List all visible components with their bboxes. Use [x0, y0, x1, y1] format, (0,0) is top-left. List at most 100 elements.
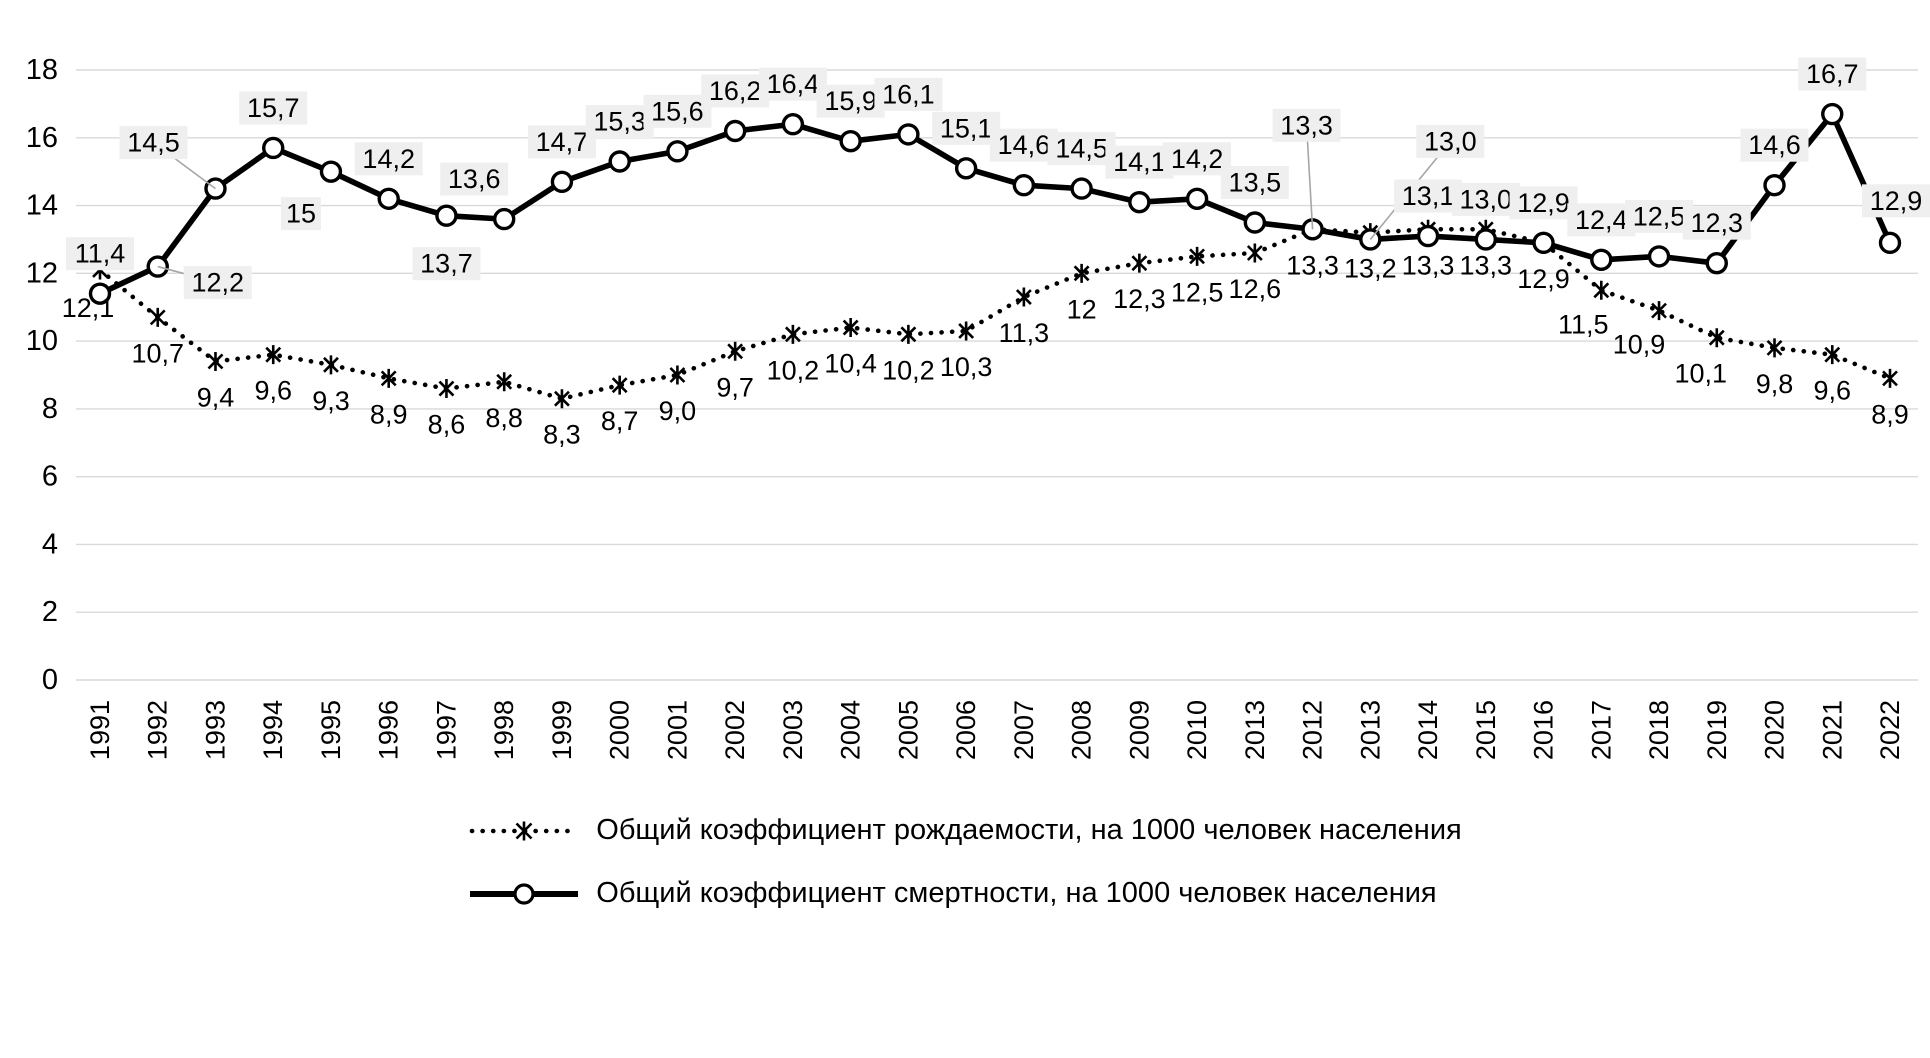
- birth-rate-data-label: 9,3: [312, 386, 350, 416]
- birth-rate-data-label: 9,8: [1756, 369, 1794, 399]
- y-tick-label: 12: [26, 257, 58, 289]
- x-tick-label: 2004: [836, 700, 866, 760]
- birth-rate-data-label: 9,6: [254, 376, 292, 406]
- birth-rate-marker: [1073, 263, 1090, 283]
- birth-rate-marker: [1766, 338, 1783, 358]
- x-tick-label: 2016: [1529, 700, 1559, 760]
- birth-rate-marker: [727, 341, 744, 361]
- birth-rate-data-label: 9,6: [1813, 376, 1851, 406]
- death-rate-data-label: 15: [286, 199, 316, 229]
- birth-rate-marker: [323, 355, 339, 375]
- death-rate-data-label: 14,2: [1171, 144, 1224, 174]
- data-label-box: [1798, 57, 1867, 91]
- x-tick-label: 2013: [1240, 700, 1270, 760]
- death-rate-data-label: 15,1: [940, 113, 993, 143]
- data-label-box: [932, 111, 1001, 145]
- x-tick-label: 2003: [778, 700, 808, 760]
- x-tick-label: 2006: [951, 700, 981, 760]
- x-tick-label: 2017: [1586, 700, 1616, 760]
- death-rate-marker: [1012, 174, 1036, 197]
- birth-rate-marker: [438, 379, 455, 399]
- death-rate-marker: [1474, 228, 1498, 251]
- death-rate-data-label: 11,4: [75, 239, 126, 269]
- x-tick-label: 1991: [85, 700, 115, 760]
- death-rate-marker: [954, 157, 978, 180]
- x-tick-label: 1994: [258, 700, 288, 760]
- birth-rate-line-sample-icon: [469, 821, 579, 840]
- data-label-box: [816, 84, 885, 118]
- y-tick-label: 4: [42, 528, 58, 560]
- birth-rate-marker: [1131, 253, 1148, 273]
- data-label-box: [1740, 128, 1809, 162]
- death-rate-marker: [1243, 211, 1267, 234]
- x-tick-label: 1993: [200, 700, 230, 760]
- chart-canvas: 0 2 4 6 8 10 12 14 16 18 1991 1992 1993 1994 1995 1996 1…: [26, 54, 1930, 760]
- data-label-box: [1394, 179, 1463, 213]
- death-rate-marker: [492, 207, 516, 231]
- birth-rate-data-label: 10,1: [1674, 359, 1727, 389]
- birth-rate-data-label: 12,5: [1171, 277, 1224, 307]
- birth-rate-data-label: 12,1: [62, 293, 115, 323]
- data-label-box: [1682, 206, 1751, 240]
- death-rate-marker: [1070, 177, 1093, 200]
- birth-rate-marker: [1651, 301, 1667, 321]
- death-rate-data-label: 13,0: [1460, 184, 1513, 214]
- birth-rate-data-label: 10,2: [767, 355, 820, 385]
- death-rate-data-label: 14,2: [362, 144, 415, 174]
- birth-rate-data-label: 12,3: [1113, 284, 1166, 314]
- death-rate-data-label: 14,6: [998, 130, 1051, 160]
- chart-legend: Общий коэффициент рождаемости, на 1000 ч…: [468, 814, 1462, 910]
- death-rate-data-label: 15,9: [824, 86, 877, 116]
- death-rate-marker: [435, 204, 458, 227]
- birth-rate-data-label: 8,3: [543, 420, 581, 450]
- death-rate-marker: [1590, 248, 1613, 271]
- birth-rate-data-label: 13,3: [1402, 250, 1455, 280]
- death-rate-data-label: 13,3: [1280, 110, 1333, 140]
- y-tick-label: 16: [26, 122, 58, 154]
- birth-rate-marker: [1189, 246, 1206, 266]
- x-tick-label: 2002: [720, 700, 750, 760]
- death-rate-marker: [319, 160, 343, 183]
- data-label-box: [280, 197, 321, 231]
- data-label-box: [1509, 186, 1578, 220]
- birth-rate-marker: [958, 321, 975, 341]
- x-tick-label: 2009: [1124, 700, 1154, 760]
- death-rate-data-label: 14,7: [536, 127, 589, 157]
- death-rate-marker: [550, 170, 574, 194]
- death-rate-data-label: 13,5: [1229, 168, 1282, 198]
- death-rate-marker: [1821, 102, 1844, 126]
- birth-rate-data-label: 13,3: [1460, 250, 1513, 280]
- death-rate-data-label: 12,4: [1575, 205, 1628, 235]
- death-rate-marker: [1532, 231, 1555, 255]
- birth-rate-marker: [1824, 345, 1841, 365]
- birth-rate-data-label: 10,7: [131, 338, 184, 368]
- data-label-box: [527, 125, 596, 159]
- birth-rate-data-label: 8,9: [370, 399, 408, 429]
- death-rate-marker: [666, 140, 689, 163]
- x-tick-label: 1998: [489, 700, 519, 760]
- death-rate-data-label: 16,1: [882, 79, 935, 109]
- x-tick-label: 1992: [143, 700, 173, 760]
- death-rate-marker: [1878, 231, 1902, 255]
- birth-rate-data-label: 10,3: [940, 352, 993, 382]
- birth-rate-data-label: 11,3: [999, 318, 1050, 348]
- y-tick-label: 18: [26, 54, 58, 86]
- legend-item-birth-rate: Общий коэффициент рождаемости, на 1000 ч…: [468, 814, 1462, 847]
- data-label-box: [66, 237, 134, 271]
- death-rate-marker: [1763, 174, 1786, 197]
- data-label-box: [1105, 145, 1174, 179]
- birth-rate-marker: [1246, 243, 1263, 263]
- x-tick-label: 1996: [374, 700, 404, 760]
- x-tick-label: 2019: [1702, 700, 1732, 760]
- birth-rate-marker: [265, 345, 282, 365]
- x-tick-label: 1995: [316, 700, 346, 760]
- birth-rate-data-label: 9,0: [659, 396, 697, 426]
- birth-rate-marker: [1882, 368, 1898, 388]
- death-rate-data-label: 15,7: [247, 93, 300, 123]
- birth-rate-data-label: 8,7: [601, 406, 639, 436]
- death-rate-data-label: 16,7: [1806, 59, 1859, 89]
- legend-item-death-rate: Общий коэффициент смертности, на 1000 че…: [468, 877, 1437, 910]
- data-label-box: [239, 91, 308, 125]
- data-label-box: [1862, 184, 1930, 218]
- death-rate-marker: [1128, 190, 1151, 214]
